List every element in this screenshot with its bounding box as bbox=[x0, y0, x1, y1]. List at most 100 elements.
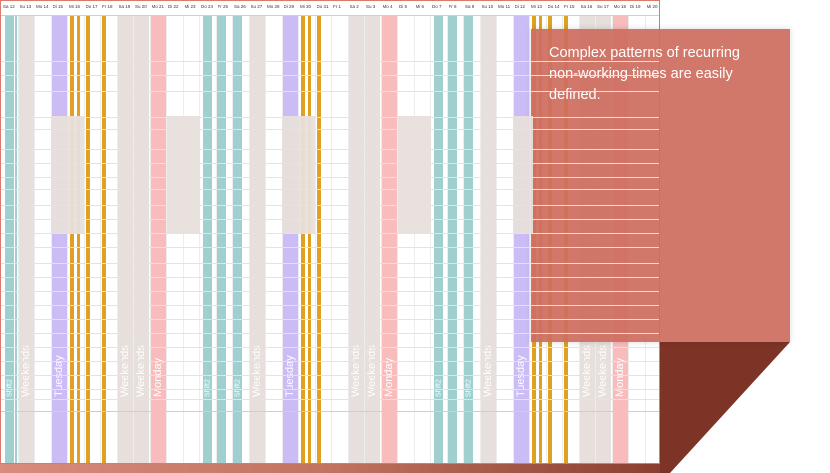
column-label: Monday bbox=[151, 357, 164, 397]
day-label: Sa 19 bbox=[118, 4, 131, 9]
day-column-beige: Weekends bbox=[248, 16, 265, 463]
day-label: Su 3 bbox=[366, 4, 376, 9]
grid-hline bbox=[1, 233, 659, 234]
day-label: Su 13 bbox=[19, 4, 32, 9]
day-label: Mi 13 bbox=[531, 4, 543, 9]
day-label: Sa 16 bbox=[580, 4, 593, 9]
day-label: Mi 23 bbox=[184, 4, 196, 9]
day-label: Su 17 bbox=[597, 4, 609, 9]
column-label: Monday bbox=[382, 357, 395, 397]
day-column-orange bbox=[316, 16, 321, 463]
grid-vline bbox=[446, 15, 448, 463]
grid-hline bbox=[1, 347, 659, 348]
day-label: Su 10 bbox=[481, 4, 494, 9]
day-column-beige: Weekends bbox=[347, 16, 364, 463]
grid-hline bbox=[1, 177, 659, 178]
day-label: Sa 9 bbox=[465, 4, 475, 9]
grid-vline bbox=[116, 15, 118, 463]
day-column-beige: Weekends bbox=[364, 16, 380, 463]
grid-hline bbox=[1, 129, 659, 130]
nonworking-block bbox=[398, 116, 431, 234]
day-label: Di 22 bbox=[168, 4, 179, 9]
grid-vline bbox=[182, 15, 184, 463]
grid-vline bbox=[50, 15, 52, 463]
day-column-beige: Weekends bbox=[133, 16, 149, 463]
grid-vline bbox=[298, 15, 299, 463]
day-label: Do 24 bbox=[201, 4, 214, 9]
day-column-purple: Tuesday bbox=[512, 16, 529, 463]
grid-hline bbox=[1, 247, 659, 248]
grid-hline bbox=[1, 189, 659, 190]
day-label: Sa 12 bbox=[3, 4, 15, 9]
grid-hline bbox=[1, 117, 659, 118]
grid-hline bbox=[1, 61, 659, 62]
grid-hline bbox=[1, 411, 659, 412]
day-column-orange bbox=[308, 16, 311, 463]
day-column-teal: Shift2 bbox=[434, 16, 443, 463]
grid-hline bbox=[1, 291, 659, 292]
grid-vline bbox=[83, 15, 85, 463]
column-label: Monday bbox=[613, 357, 626, 397]
day-label: Sa 26 bbox=[234, 4, 246, 9]
day-column-orange bbox=[85, 16, 90, 463]
grid-hline bbox=[1, 205, 659, 206]
day-label: Do 7 bbox=[432, 4, 442, 9]
grid-vline bbox=[347, 15, 349, 463]
grid-vline bbox=[281, 15, 283, 463]
grid-vline bbox=[166, 15, 167, 463]
day-label: Mi 30 bbox=[300, 4, 312, 9]
day-label: Mo 28 bbox=[267, 4, 280, 9]
grid-vline bbox=[248, 15, 250, 463]
grid-hline bbox=[1, 361, 659, 362]
grid-hline bbox=[1, 399, 659, 400]
grid-vline bbox=[430, 15, 431, 463]
day-column-beige: Weekends bbox=[479, 16, 496, 463]
day-label: Mi 6 bbox=[415, 4, 425, 9]
grid-vline bbox=[149, 15, 151, 463]
nonworking-block bbox=[282, 116, 315, 234]
grid-hline bbox=[1, 149, 659, 150]
grid-vline bbox=[529, 15, 530, 463]
day-column-teal bbox=[15, 16, 17, 463]
day-label: Sa 2 bbox=[349, 4, 359, 9]
day-label: Di 19 bbox=[630, 4, 641, 9]
grid-vline bbox=[67, 15, 68, 463]
callout-text: Complex patterns of recurring non-workin… bbox=[549, 45, 740, 103]
grid-hline bbox=[1, 319, 659, 320]
day-column-pink: Monday bbox=[149, 16, 166, 463]
day-column-teal bbox=[447, 16, 457, 463]
grid-vline bbox=[479, 15, 481, 463]
grid-vline bbox=[331, 15, 332, 463]
day-label: Su 20 bbox=[135, 4, 147, 9]
day-label: Mo 21 bbox=[151, 4, 165, 9]
grid-vline bbox=[364, 15, 365, 463]
day-column-orange bbox=[301, 16, 305, 463]
grid-hline bbox=[1, 389, 659, 390]
day-column-beige: Weekends bbox=[116, 16, 133, 463]
day-label: Di 29 bbox=[283, 4, 295, 9]
day-header-row: Sa 12 Su 13 Mo 14 Di 15 Mi 16 Do 17 Fr 18 Sa 19… bbox=[1, 1, 659, 16]
grid-vline bbox=[314, 15, 316, 463]
day-label: Fr 15 bbox=[564, 4, 575, 9]
day-label: Fr 25 bbox=[217, 4, 229, 9]
day-label: Mo 4 bbox=[382, 4, 393, 9]
grid-vline bbox=[380, 15, 382, 463]
grid-hline bbox=[1, 75, 659, 76]
day-column-teal: Shift2 bbox=[233, 16, 242, 463]
day-label: Di 12 bbox=[514, 4, 526, 9]
grid-hline bbox=[1, 305, 659, 306]
grid-vline bbox=[463, 15, 464, 463]
grid-vline bbox=[265, 15, 266, 463]
day-column-purple: Tuesday bbox=[281, 16, 298, 463]
day-label: Do 17 bbox=[85, 4, 98, 9]
grid-vline bbox=[512, 15, 514, 463]
day-label: Mi 16 bbox=[69, 4, 81, 9]
day-label: Mo 18 bbox=[613, 4, 627, 9]
day-label: Di 15 bbox=[52, 4, 64, 9]
feature-callout: Complex patterns of recurring non-workin… bbox=[531, 29, 790, 342]
nonworking-block bbox=[513, 116, 533, 234]
day-label: Fr 18 bbox=[102, 4, 113, 9]
day-label: Di 5 bbox=[399, 4, 408, 9]
